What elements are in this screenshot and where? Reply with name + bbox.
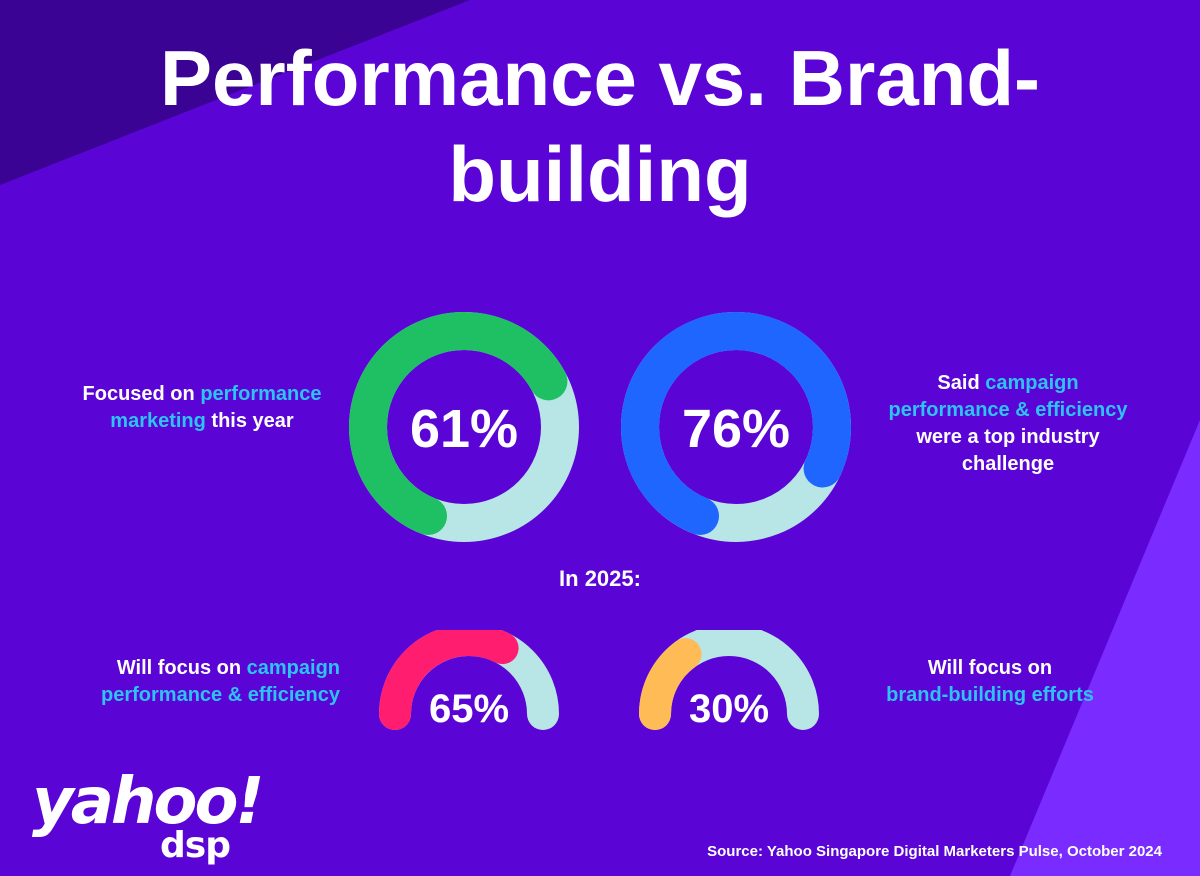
title-line-1: Performance vs. Brand- [160, 34, 1040, 122]
donut-value-label: 61% [410, 399, 518, 459]
caption-text: this year [205, 410, 294, 432]
yahoo-dsp-logo: yahoo! dsp [32, 765, 265, 866]
caption-highlight: performance & efficiency [101, 684, 340, 706]
gauge-chart-30: 30% [639, 630, 819, 731]
donut-chart-76: 76% [621, 312, 851, 542]
stat-caption-performance-marketing: Focused on performance marketing this ye… [52, 381, 352, 435]
donut-value-label: 76% [682, 399, 790, 459]
logo-brand: yahoo! [32, 765, 265, 839]
caption-highlight: performance [200, 383, 322, 405]
caption-highlight: marketing [110, 410, 206, 432]
caption-text: Will focus on [116, 657, 247, 679]
donut-value-arc [621, 312, 851, 536]
gauge-value-label: 30% [689, 687, 769, 731]
caption-highlight: campaign [985, 372, 1079, 394]
caption-text: Said [937, 372, 986, 394]
source-note: Source: Yahoo Singapore Digital Marketer… [707, 843, 1162, 860]
caption-highlight: performance & efficiency [888, 399, 1128, 421]
caption-highlight: brand-building efforts [886, 684, 1094, 706]
plan-caption-campaign-performance: Will focus on campaign performance & eff… [40, 655, 340, 709]
donut-value-arc [349, 312, 568, 536]
gauge-value-arc [639, 638, 702, 730]
gauge-chart-65: 65% [379, 630, 559, 731]
caption-text: were a top industry challenge [916, 426, 1100, 475]
caption-text: Will focus on [927, 657, 1053, 679]
gauge-value-label: 65% [429, 687, 509, 731]
section-label: In 2025: [559, 566, 641, 591]
caption-highlight: campaign [246, 657, 340, 679]
caption-text: Focused on [82, 383, 201, 405]
logo-product: dsp [160, 825, 231, 866]
page-title: Performance vs. Brand- building [0, 30, 1200, 222]
stat-caption-industry-challenge: Said campaign performance & efficiency w… [880, 370, 1136, 478]
plan-caption-brand-building: Will focus on brand-building efforts [840, 655, 1140, 709]
donut-chart-61: 61% [349, 312, 579, 542]
title-line-2: building [448, 130, 752, 218]
gauge-value-arc [379, 630, 519, 730]
